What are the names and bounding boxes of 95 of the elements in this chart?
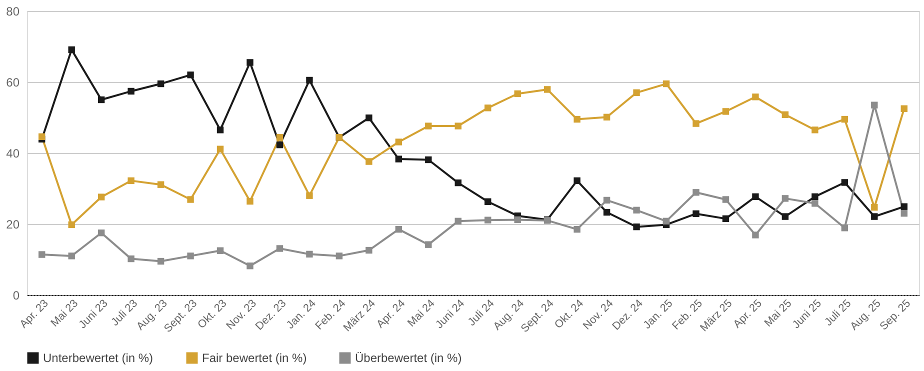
point bbox=[722, 108, 730, 115]
x-tick-label: Apr. 23 bbox=[18, 298, 51, 331]
point bbox=[752, 193, 759, 200]
point bbox=[900, 105, 908, 112]
point bbox=[128, 88, 134, 95]
point bbox=[484, 104, 492, 112]
point bbox=[633, 223, 640, 230]
point bbox=[722, 215, 730, 222]
point bbox=[98, 96, 105, 104]
point bbox=[366, 114, 372, 122]
point bbox=[662, 218, 670, 225]
point bbox=[752, 232, 759, 238]
point bbox=[425, 122, 432, 130]
point bbox=[574, 177, 580, 184]
point bbox=[574, 226, 580, 233]
point bbox=[187, 252, 194, 260]
x-tick-label: Apr. 24 bbox=[374, 298, 408, 331]
point bbox=[68, 252, 75, 260]
point bbox=[366, 158, 372, 165]
point bbox=[782, 213, 789, 220]
point bbox=[128, 177, 134, 184]
point bbox=[722, 196, 730, 203]
y-tick-label: 80 bbox=[6, 4, 20, 18]
point bbox=[454, 218, 462, 225]
point bbox=[246, 198, 254, 205]
point bbox=[633, 206, 640, 214]
point bbox=[454, 179, 462, 186]
point bbox=[276, 134, 284, 141]
point bbox=[216, 146, 224, 152]
point bbox=[276, 245, 284, 252]
point bbox=[752, 94, 759, 100]
point bbox=[812, 193, 818, 200]
point bbox=[395, 156, 402, 162]
point bbox=[782, 111, 789, 118]
x-tick-label: Apr. 25 bbox=[731, 298, 764, 331]
point bbox=[216, 247, 224, 254]
point bbox=[484, 198, 492, 205]
point bbox=[128, 255, 134, 262]
point bbox=[98, 230, 105, 236]
point bbox=[68, 221, 75, 228]
point bbox=[187, 72, 194, 78]
point bbox=[841, 179, 848, 186]
point bbox=[276, 141, 284, 148]
point bbox=[633, 89, 640, 96]
point bbox=[38, 251, 46, 258]
point bbox=[692, 210, 700, 218]
point bbox=[366, 246, 372, 254]
point bbox=[871, 213, 878, 220]
point bbox=[514, 216, 521, 224]
point bbox=[187, 196, 194, 203]
legend-label: Fair bewertet (in %) bbox=[202, 351, 307, 365]
point bbox=[454, 122, 462, 130]
point bbox=[425, 156, 432, 164]
y-tick-label: 0 bbox=[12, 288, 20, 302]
legend-label: Überbewertet (in %) bbox=[355, 351, 462, 365]
point bbox=[484, 216, 492, 224]
point bbox=[692, 120, 700, 127]
point bbox=[841, 116, 848, 123]
legend-label: Unterbewertet (in %) bbox=[43, 351, 154, 365]
point bbox=[306, 250, 313, 258]
point bbox=[782, 195, 789, 202]
x-tick-label: Mai 24 bbox=[406, 298, 438, 330]
point bbox=[157, 258, 164, 265]
point bbox=[395, 226, 402, 233]
point bbox=[395, 138, 402, 146]
point bbox=[841, 224, 848, 232]
point bbox=[246, 262, 254, 270]
point bbox=[98, 194, 105, 200]
point bbox=[157, 181, 164, 188]
point bbox=[900, 203, 908, 210]
point bbox=[157, 80, 164, 88]
point bbox=[900, 210, 908, 217]
y-tick-label: 20 bbox=[6, 218, 20, 232]
point bbox=[544, 86, 551, 93]
point bbox=[425, 241, 432, 248]
point bbox=[216, 126, 224, 134]
point bbox=[603, 114, 610, 120]
point bbox=[68, 46, 75, 54]
point bbox=[812, 200, 818, 207]
point bbox=[574, 116, 580, 123]
point bbox=[38, 133, 46, 140]
point bbox=[603, 196, 610, 204]
point bbox=[246, 59, 254, 66]
point bbox=[514, 90, 521, 98]
point bbox=[692, 189, 700, 196]
point bbox=[306, 192, 313, 199]
point bbox=[871, 102, 878, 108]
y-tick-label: 40 bbox=[6, 146, 20, 160]
point bbox=[603, 208, 610, 216]
point bbox=[306, 76, 313, 84]
point bbox=[336, 252, 343, 260]
point bbox=[812, 126, 818, 134]
point bbox=[871, 204, 878, 211]
point bbox=[662, 80, 670, 88]
y-tick-label: 60 bbox=[6, 76, 20, 90]
